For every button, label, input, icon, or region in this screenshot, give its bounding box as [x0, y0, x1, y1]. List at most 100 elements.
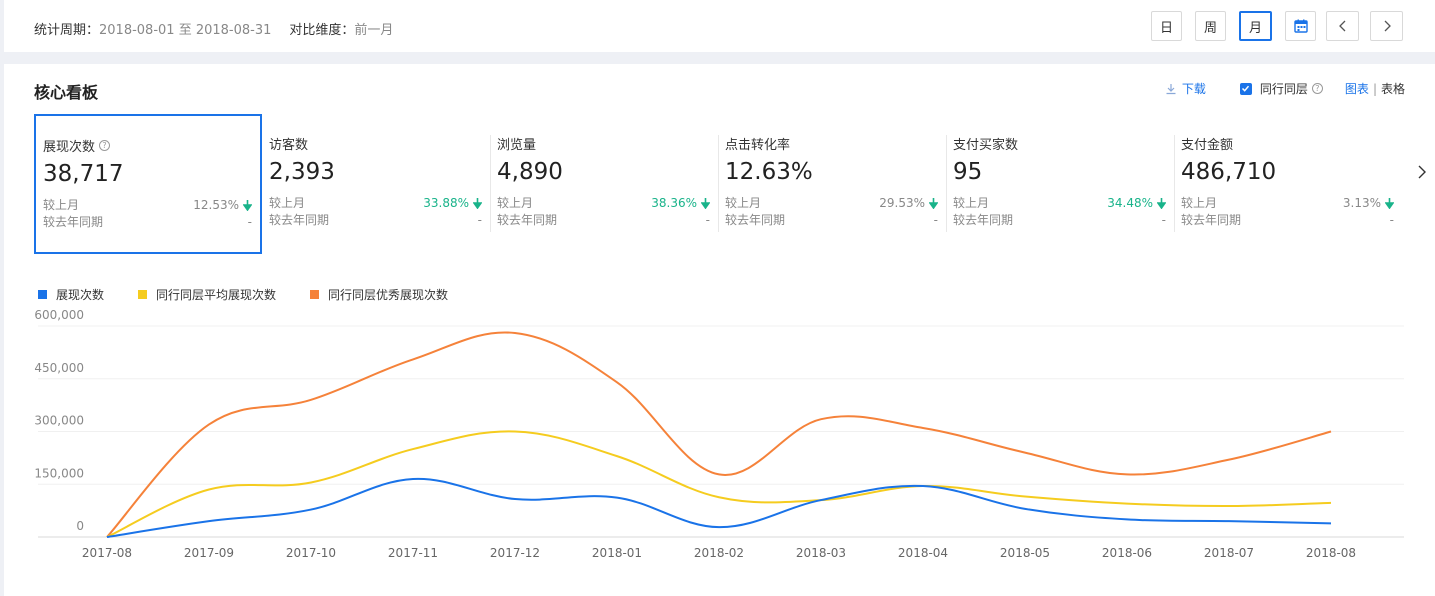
- period-value: 2018-08-01 至 2018-08-31: [99, 23, 272, 38]
- x-tick-label: 2018-02: [694, 546, 744, 560]
- x-tick-label: 2017-10: [286, 546, 336, 560]
- kpi-card-impressions[interactable]: 展现次数? 38,717 较上月 12.53% 较去年同期 -: [34, 114, 262, 254]
- help-icon[interactable]: ?: [99, 140, 111, 151]
- month-button[interactable]: 月: [1239, 11, 1272, 41]
- chevron-right-icon: [1418, 165, 1426, 179]
- legend-swatch: [310, 290, 320, 299]
- kpi-yoy-label: 较去年同期: [725, 213, 786, 227]
- checkbox-checked-icon: [1239, 82, 1252, 95]
- week-button[interactable]: 周: [1195, 11, 1226, 41]
- compare-label: 对比维度：: [289, 23, 355, 38]
- kpi-value: 95: [953, 159, 983, 185]
- kpi-yoy-value: -: [1389, 213, 1394, 227]
- kpi-yoy-label: 较去年同期: [43, 215, 104, 229]
- download-icon: [1166, 83, 1176, 94]
- kpi-row: 展现次数? 38,717 较上月 12.53% 较去年同期 - 访客数 2,393 …: [34, 114, 1412, 254]
- prev-period-button[interactable]: [1326, 11, 1359, 41]
- x-tick-label: 2018-05: [1000, 546, 1050, 560]
- core-dashboard-panel: 核心看板 下载 同行同层 ? 图表 | 表格 展现次数? 38,717 较上月 12.…: [4, 64, 1435, 596]
- x-tick-label: 2017-09: [184, 546, 234, 560]
- next-period-button[interactable]: [1370, 11, 1403, 41]
- calendar-icon: [1293, 19, 1308, 33]
- kpi-yoy-value: -: [247, 215, 252, 229]
- kpi-value: 4,890: [497, 159, 563, 185]
- help-icon[interactable]: ?: [1311, 83, 1323, 94]
- view-separator: |: [1372, 82, 1377, 96]
- x-tick-label: 2018-04: [898, 546, 948, 560]
- chevron-right-icon: [1384, 20, 1391, 32]
- legend-item[interactable]: 同行同层平均展现次数: [138, 286, 276, 303]
- top-bar: 统计周期：2018-08-01 至 2018-08-31 对比维度：前一月 日 周…: [4, 0, 1435, 52]
- arrow-down-icon: [1157, 198, 1166, 209]
- arrow-down-icon: [473, 198, 482, 209]
- panel-tools: 下载 同行同层 ? 图表 | 表格: [1165, 80, 1405, 97]
- kpi-mom-label: 较上月: [1181, 196, 1218, 210]
- kpi-value: 12.63%: [725, 159, 813, 185]
- series-line-0: [106, 477, 1332, 538]
- kpi-card-conversion[interactable]: 点击转化率 12.63% 较上月 29.53% 较去年同期 -: [718, 114, 946, 254]
- calendar-button[interactable]: [1285, 11, 1316, 41]
- day-button[interactable]: 日: [1151, 11, 1182, 41]
- kpi-value: 38,717: [43, 161, 124, 187]
- peer-label: 同行同层: [1259, 82, 1308, 96]
- kpi-yoy-value: -: [705, 213, 710, 227]
- kpi-name: 浏览量: [497, 138, 537, 153]
- arrow-down-icon: [701, 198, 710, 209]
- legend-label: 同行同层平均展现次数: [156, 288, 277, 302]
- legend-swatch: [138, 290, 148, 299]
- x-tick-label: 2018-06: [1102, 546, 1152, 560]
- arrow-down-icon: [929, 198, 938, 209]
- kpi-mom-value: 3.13%: [1342, 196, 1381, 210]
- x-tick-label: 2018-01: [592, 546, 642, 560]
- legend-item[interactable]: 展现次数: [38, 286, 104, 303]
- kpi-value: 486,710: [1181, 159, 1277, 185]
- kpi-value: 2,393: [269, 159, 335, 185]
- arrow-down-icon: [243, 200, 252, 211]
- chart-legend: 展现次数 同行同层平均展现次数 同行同层优秀展现次数: [38, 286, 482, 303]
- x-tick-label: 2017-11: [388, 546, 438, 560]
- peer-checkbox[interactable]: 同行同层 ?: [1239, 80, 1323, 97]
- kpi-card-payment[interactable]: 支付金额 486,710 较上月 3.13% 较去年同期 -: [1174, 114, 1402, 254]
- kpi-card-visitors[interactable]: 访客数 2,393 较上月 33.88% 较去年同期 -: [262, 114, 490, 254]
- kpi-yoy-label: 较去年同期: [497, 213, 558, 227]
- y-tick-label: 600,000: [34, 308, 84, 322]
- kpi-yoy-label: 较去年同期: [953, 213, 1014, 227]
- series-line-2: [106, 331, 1332, 538]
- kpi-mom-label: 较上月: [497, 196, 534, 210]
- download-label: 下载: [1181, 82, 1206, 96]
- compare-value: 前一月: [354, 23, 394, 38]
- kpi-yoy-value: -: [1161, 213, 1166, 227]
- view-switch: 图表 | 表格: [1345, 80, 1405, 97]
- kpi-mom-label: 较上月: [43, 198, 80, 212]
- y-tick-label: 450,000: [34, 361, 84, 375]
- y-tick-label: 150,000: [34, 466, 84, 480]
- view-table-tab[interactable]: 表格: [1380, 82, 1405, 96]
- kpi-next-button[interactable]: [1417, 164, 1427, 184]
- legend-label: 同行同层优秀展现次数: [328, 288, 449, 302]
- x-tick-label: 2018-07: [1204, 546, 1254, 560]
- x-tick-label: 2017-08: [82, 546, 132, 560]
- kpi-mom-value: 33.88%: [423, 196, 469, 210]
- kpi-mom-value: 34.48%: [1107, 196, 1153, 210]
- kpi-name: 点击转化率: [725, 138, 791, 153]
- kpi-name: 支付买家数: [953, 138, 1019, 153]
- kpi-yoy-value: -: [477, 213, 482, 227]
- legend-item[interactable]: 同行同层优秀展现次数: [310, 286, 448, 303]
- kpi-yoy-label: 较去年同期: [269, 213, 330, 227]
- kpi-card-buyers[interactable]: 支付买家数 95 较上月 34.48% 较去年同期 -: [946, 114, 1174, 254]
- arrow-down-icon: [1385, 198, 1394, 209]
- x-tick-label: 2017-12: [490, 546, 540, 560]
- period-label: 统计周期：: [34, 23, 100, 38]
- kpi-name: 访客数: [269, 138, 309, 153]
- panel-title: 核心看板: [34, 83, 99, 102]
- kpi-yoy-value: -: [933, 213, 938, 227]
- x-tick-label: 2018-03: [796, 546, 846, 560]
- kpi-card-pageviews[interactable]: 浏览量 4,890 较上月 38.36% 较去年同期 -: [490, 114, 718, 254]
- view-chart-tab[interactable]: 图表: [1344, 82, 1369, 96]
- y-tick-label: 0: [76, 519, 84, 533]
- series-line-1: [106, 430, 1332, 538]
- download-link[interactable]: 下载: [1165, 80, 1206, 97]
- kpi-mom-label: 较上月: [953, 196, 990, 210]
- y-tick-label: 300,000: [34, 414, 84, 428]
- kpi-mom-label: 较上月: [725, 196, 762, 210]
